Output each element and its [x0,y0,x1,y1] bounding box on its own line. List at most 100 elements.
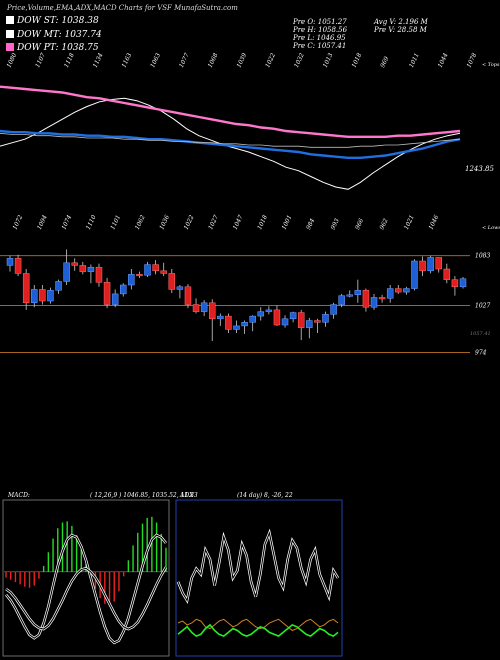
candle-body [249,315,256,323]
candle-body [241,322,248,327]
price-level-label: 974 [475,350,487,357]
ema-bottom-tick-label: 1110 [85,214,98,231]
stat-prev-volume: Pre V: 28.58 M [374,26,427,34]
ema-top-tick-label: 1063 [149,52,162,69]
candle-body [435,257,442,270]
candle-body [168,273,176,290]
candle-body [346,294,353,297]
ema-top-tick-label: 1044 [437,52,450,69]
candle-body [184,286,192,305]
macd-frame [2,499,170,657]
ema-top-tick-label: 1118 [63,52,76,69]
candle-body [419,260,426,272]
ema-bottom-tick-label: 962 [379,217,390,231]
price-level-label: 1083 [475,253,490,260]
legend-dow-mt-text: DOW MT: 1037.74 [17,30,102,40]
candle-body [306,320,313,328]
legend-dow-st-text: DOW ST: 1038.38 [17,16,99,26]
legend-swatch-st [6,16,14,24]
legend-swatch-mt [6,30,14,38]
candle-body [144,264,151,276]
candle-body [395,288,402,293]
stat-close: Pre C: 1057.41 [293,42,347,50]
candle-body [95,266,103,283]
candle-body [160,270,167,274]
candle-body [176,286,184,290]
ema-top-tick-label: 1134 [92,52,105,69]
ema-bottom-tick-label: 966 [354,217,365,231]
candle-body [225,315,232,330]
candle-body [6,258,14,266]
candle-body [289,312,297,320]
adx-params: (14 day) 8, -26, 22 [237,492,293,499]
ema-bottom-tick-label: 1101 [109,214,122,231]
ema-last-value-label: 1243.85 [465,165,494,173]
candle-body [459,278,467,288]
candle-body [330,304,337,315]
candle-body [208,302,216,320]
candle-body [63,262,70,282]
chart-title: Price,Volume,EMA,ADX,MACD Charts for VSF… [7,4,238,12]
ema-bottom-tick-label: 1047 [232,214,245,231]
ema-bottom-tick-label: 984 [305,217,316,231]
candle-body [378,297,386,300]
candle-body [111,293,119,305]
price-level-label: 1027 [475,302,490,309]
adx-plus-di-line [177,623,339,638]
ema-series-line [0,85,461,139]
adx-label: ADX [179,492,194,499]
candle-body [403,288,410,293]
candle-body [79,265,87,272]
ema-top-tick-label: 1068 [207,52,220,69]
ema-top-tick-label: 1163 [120,52,133,69]
candle-body [128,274,135,286]
stat-high: Pre H: 1058.56 [293,26,348,34]
ema-top-tick-label: 1078 [465,52,478,69]
ema-top-tick-label: 1107 [34,52,47,69]
price-last-value-label: 1057.41 [470,331,491,337]
candle-body [136,274,143,277]
macd-label: MACD: [7,492,30,499]
ema-bottom-tick-label: 1094 [36,214,49,231]
candle-body [152,264,159,272]
ema-top-tick-label: 969 [379,55,390,69]
candle-body [233,325,240,330]
legend-dow-pt-text: DOW PT: 1038.75 [17,43,99,53]
macd-slow-line-core [5,566,167,630]
candle-body [257,311,265,317]
macd-params: ( 12,26,9 ) 1046.85, 1035.52, 11.33 [90,492,198,499]
legend-swatch-pt [6,43,14,51]
candle-body [314,320,321,323]
legend-dow-pt: DOW PT: 1038.75 [6,43,99,53]
ema-corner-lows: < Lows [482,225,500,231]
stat-low: Pre L: 1046.95 [293,34,346,42]
macd-fast-line-core [5,534,167,644]
ema-top-tick-label: 1032 [293,52,306,69]
candle-body [31,289,38,304]
ema-bottom-tick-label: 1021 [403,214,416,231]
stat-open: Pre O: 1051.27 [293,18,347,26]
candle-body [87,266,95,272]
candle-body [14,258,22,274]
candle-body [297,312,305,328]
candle-body [281,318,289,326]
adx-line-core [177,531,339,602]
ema-bottom-tick-label: 1046 [427,214,440,231]
candle-body [217,315,224,320]
ema-bottom-tick-label: 1036 [158,214,171,231]
candle-body [120,284,127,295]
candle-body [427,257,434,272]
candle-body [22,273,30,304]
stat-avg-volume: Avg V: 2.196 M [374,18,428,26]
ema-top-tick-label: 1013 [322,52,335,69]
candle-body [411,260,418,289]
ema-top-tick-label: 1039 [235,52,248,69]
legend-dow-mt: DOW MT: 1037.74 [6,30,102,40]
ema-bottom-tick-label: 993 [330,217,341,231]
candle-body [71,262,78,266]
ema-series-line [0,129,461,160]
candle-body [39,289,46,302]
ema-series-line [0,132,461,148]
ema-bottom-tick-label: 1022 [183,214,196,231]
